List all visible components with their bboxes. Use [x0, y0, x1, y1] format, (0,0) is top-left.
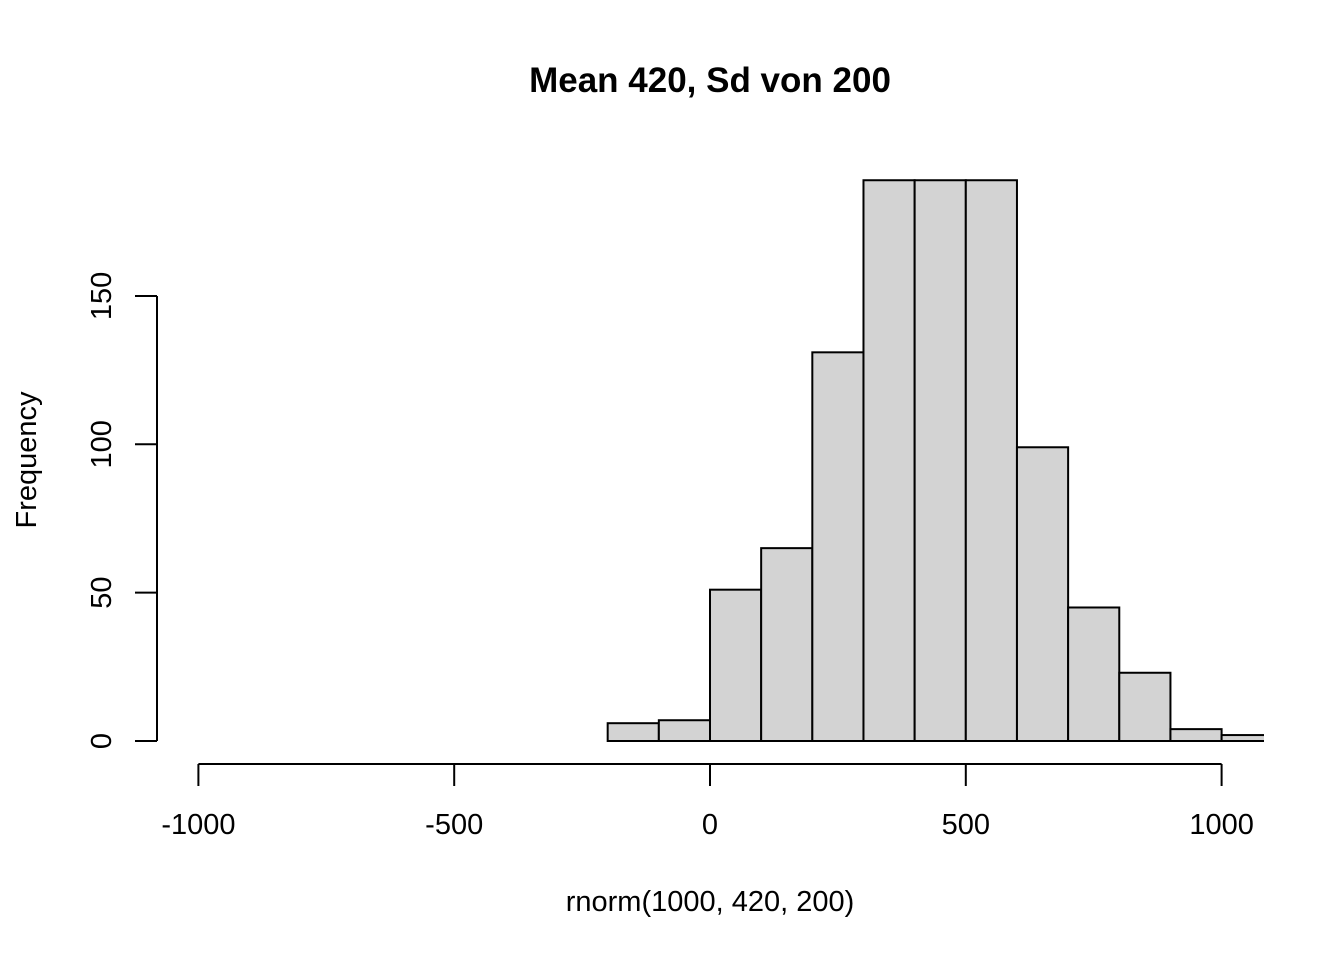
- histogram-bar-7: [964, 179, 1018, 742]
- x-tick-label: 1000: [1189, 809, 1254, 841]
- y-tick-label: 150: [86, 272, 118, 320]
- x-axis: -1000 -500 0 500 1000: [161, 763, 1254, 841]
- histogram-bar-11: [1169, 728, 1223, 743]
- histogram-bar-5: [862, 179, 916, 742]
- histogram-bars: [606, 179, 1264, 743]
- y-tick-label: 0: [86, 733, 118, 749]
- histogram-bar-8: [1015, 446, 1070, 742]
- y-tick-label: 50: [86, 577, 118, 609]
- histogram-bar-2: [709, 588, 763, 742]
- y-tick-label: 100: [86, 420, 118, 468]
- x-tick-label: -1000: [161, 809, 235, 841]
- histogram-bar-6: [913, 179, 967, 742]
- histogram-bar-0: [606, 722, 660, 742]
- chart-title: Mean 420, Sd von 200: [529, 61, 891, 100]
- y-axis-label: Frequency: [11, 391, 43, 529]
- histogram-bar-12: [1220, 734, 1264, 742]
- histogram-bar-9: [1067, 606, 1121, 742]
- x-tick-label: 0: [702, 809, 718, 841]
- histogram-bar-4: [811, 351, 865, 742]
- x-axis-label: rnorm(1000, 420, 200): [566, 886, 855, 918]
- histogram-bar-1: [657, 719, 712, 743]
- histogram-bar-10: [1118, 671, 1172, 742]
- y-axis: 0 50 100 150: [86, 272, 158, 749]
- x-tick-label: 500: [942, 809, 990, 841]
- x-tick-label: -500: [425, 809, 483, 841]
- histogram-bar-3: [760, 547, 814, 743]
